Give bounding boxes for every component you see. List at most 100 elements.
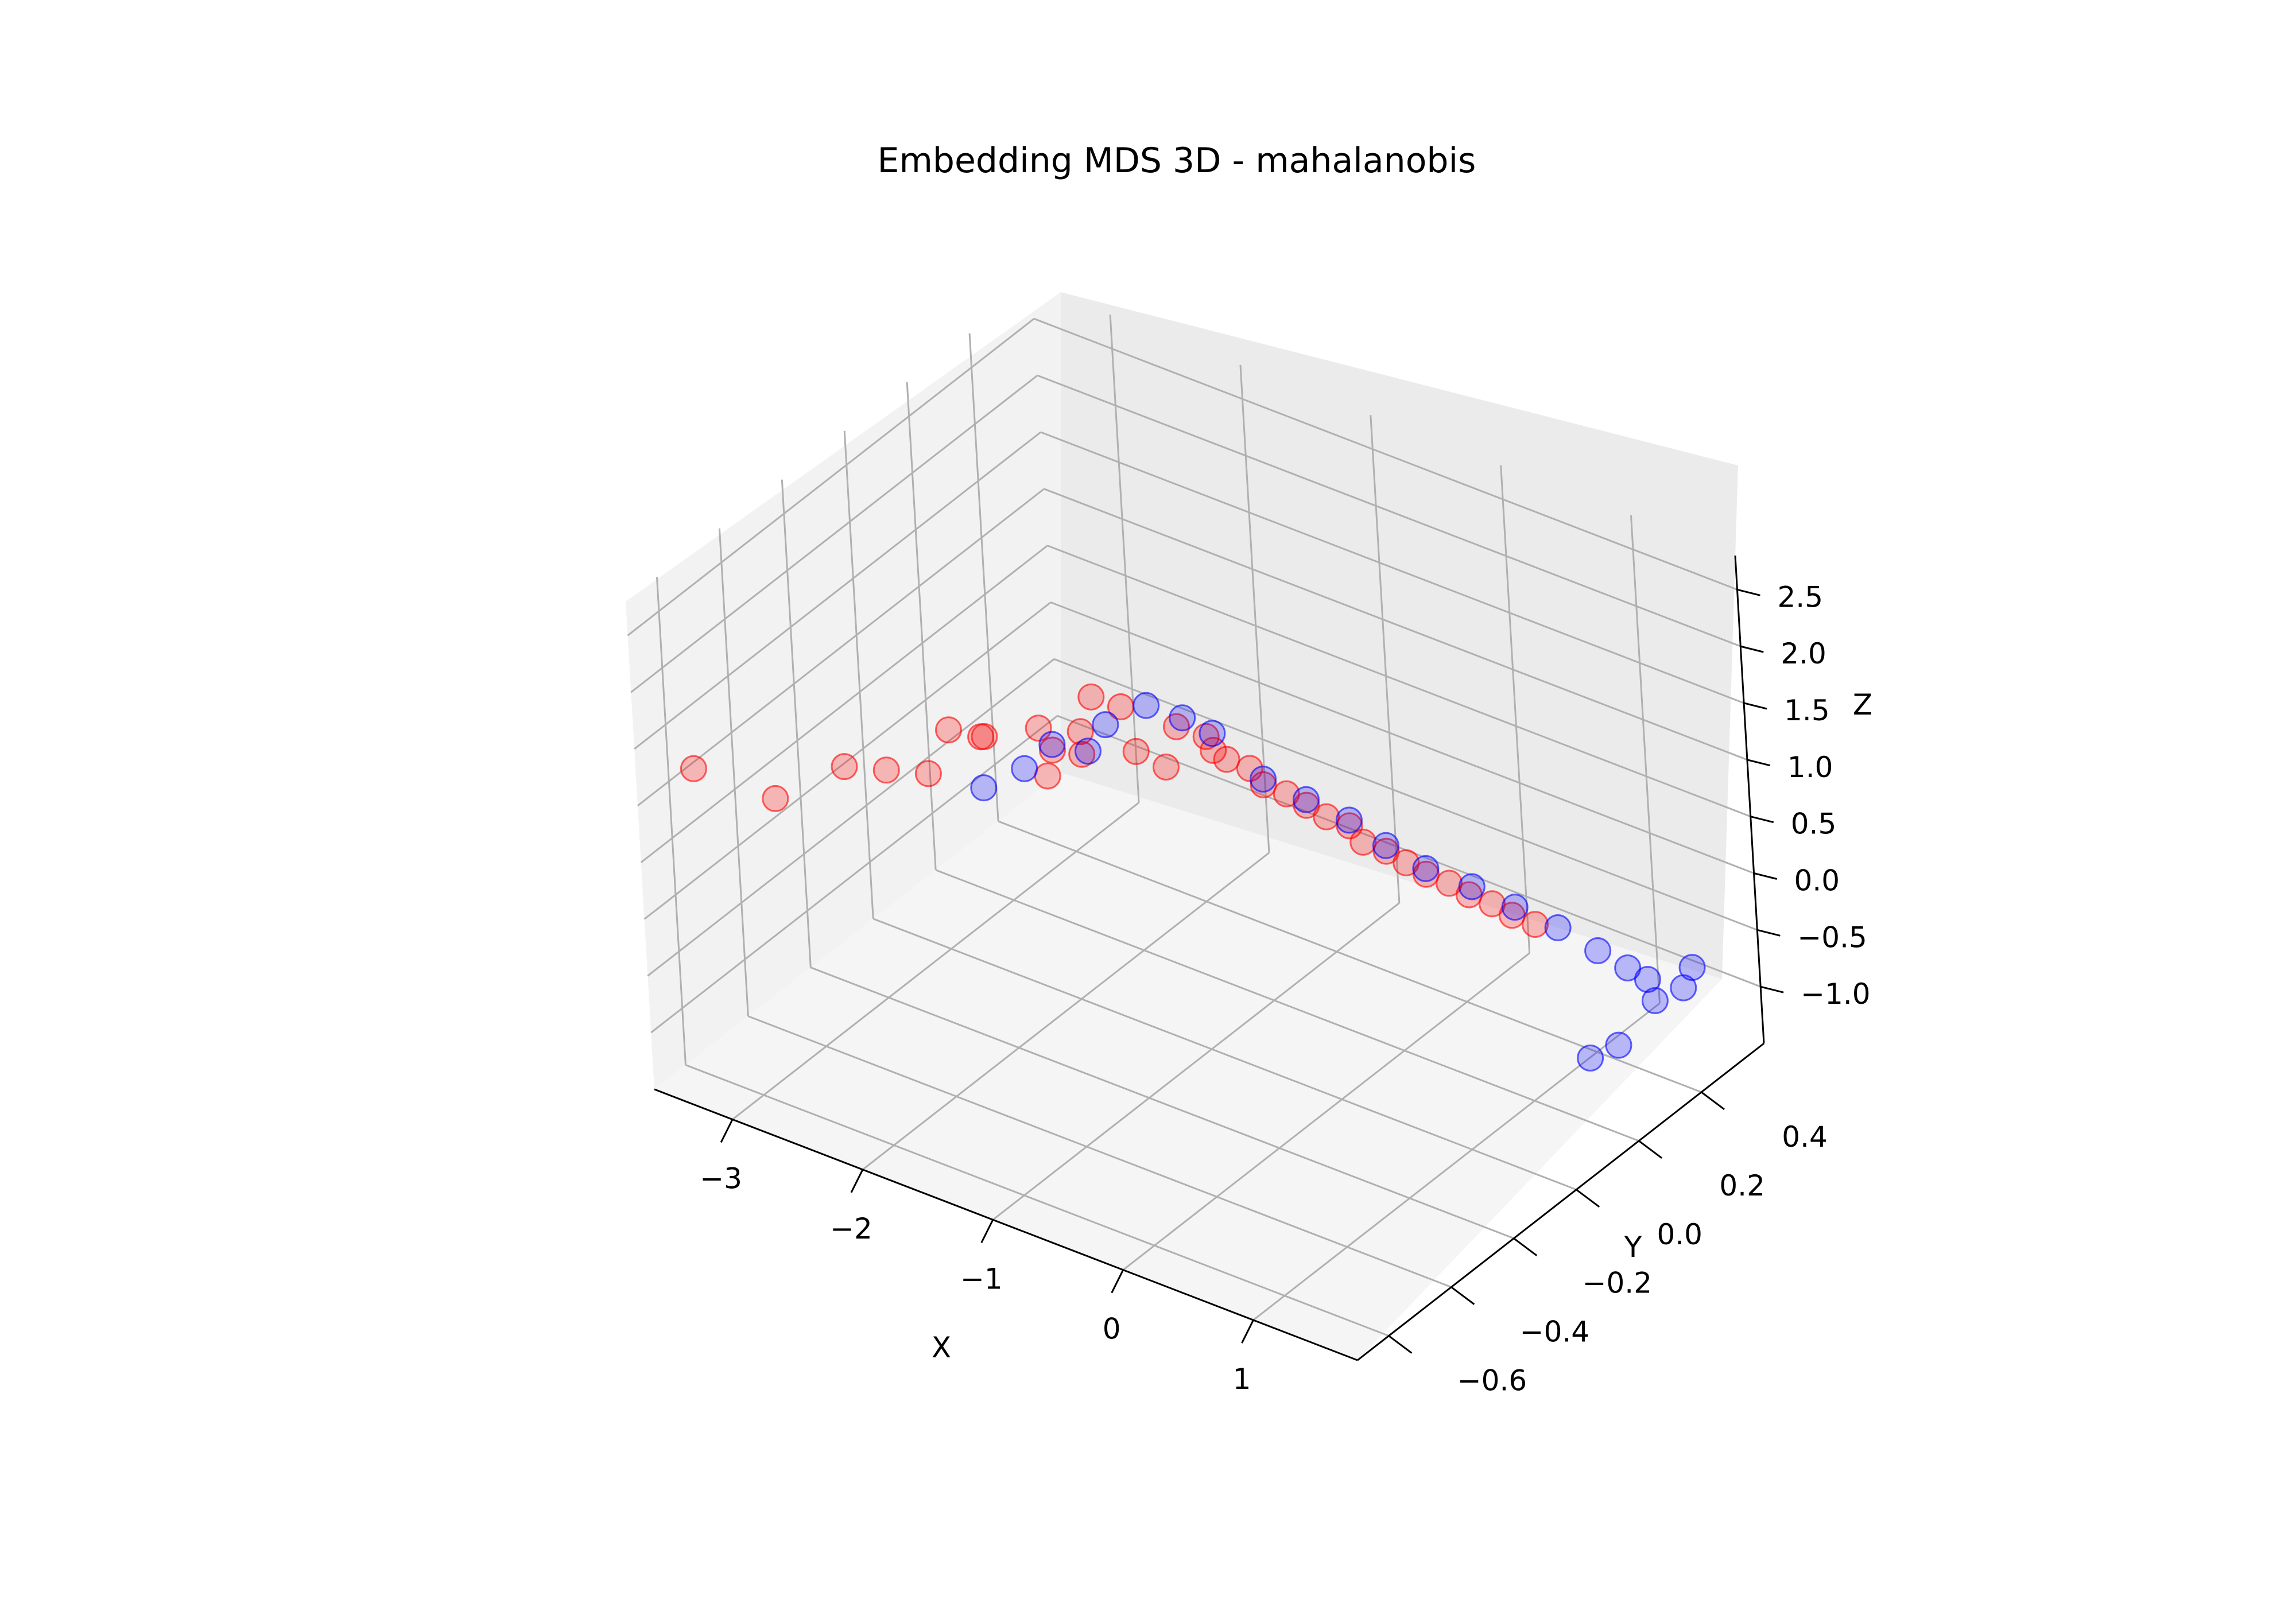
data-point: [680, 755, 707, 782]
z-tick-mark: [1737, 588, 1760, 596]
z-gridline-back: [1053, 658, 1758, 931]
x-tick-label: 1: [1233, 1363, 1251, 1396]
z-tick-mark: [1743, 702, 1767, 710]
y-tick-mark: [1701, 1091, 1725, 1111]
y-tick-mark: [1513, 1237, 1538, 1256]
x-tick-label: 0: [1103, 1313, 1121, 1346]
data-point: [1479, 890, 1506, 918]
tick-labels: −3−2−101 −0.6−0.4−0.20.00.20.4−1.0−0.50.0…: [700, 580, 1870, 1397]
data-point: [831, 753, 858, 781]
x-gridline-wall: [1630, 515, 1661, 1004]
x-tick-label: −1: [960, 1262, 1003, 1295]
z-axis-line: [1734, 555, 1765, 1044]
data-point: [1038, 731, 1066, 758]
z-tick-label: 1.5: [1784, 694, 1830, 727]
y-gridline-wall: [906, 382, 937, 870]
x-gridline-wall: [1370, 415, 1401, 903]
x-gridline-floor: [1252, 1002, 1661, 1321]
data-point: [1074, 737, 1102, 765]
data-points: [680, 683, 1706, 1072]
x-gridline-floor: [1122, 952, 1530, 1271]
z-gridline-back: [1033, 317, 1738, 591]
data-point: [1577, 1045, 1604, 1072]
y-tick-label: 0.4: [1782, 1120, 1828, 1154]
data-point: [1372, 832, 1399, 859]
z-axis-label: Z: [1853, 688, 1872, 721]
z-tick-label: −0.5: [1797, 921, 1867, 954]
left-wall-pane: [626, 292, 1061, 1089]
data-point: [970, 774, 998, 802]
data-point: [1169, 704, 1196, 732]
z-tick-label: 2.0: [1781, 637, 1826, 670]
data-point: [1349, 828, 1377, 856]
z-gridline-left: [630, 374, 1038, 693]
data-point: [1077, 683, 1105, 711]
data-point: [1152, 753, 1180, 781]
data-point: [1436, 870, 1463, 897]
data-point: [872, 756, 900, 784]
x-axis-line: [654, 1088, 1358, 1361]
x-tick-label: −3: [700, 1162, 742, 1195]
data-point: [1634, 966, 1661, 993]
z-gridline-left: [640, 545, 1048, 863]
z-tick-label: −1.0: [1801, 977, 1870, 1011]
data-point: [1011, 755, 1038, 782]
y-gridline-floor: [935, 869, 1639, 1142]
data-point: [1133, 692, 1160, 719]
z-gridline-left: [634, 431, 1042, 750]
data-point: [1335, 806, 1363, 834]
data-point: [967, 723, 995, 751]
y-gridline-floor: [872, 918, 1577, 1191]
y-tick-mark: [1576, 1189, 1600, 1208]
z-tick-label: 1.0: [1787, 751, 1833, 784]
x-tick-mark: [980, 1219, 994, 1243]
z-gridline-back: [1044, 488, 1748, 761]
chart-title: Embedding MDS 3D - mahalanobis: [878, 141, 1476, 181]
data-point: [914, 760, 942, 787]
y-axis-label: Y: [1624, 1231, 1642, 1264]
x-tick-mark: [1241, 1319, 1254, 1344]
data-point: [1122, 737, 1150, 765]
grid-lines: [627, 315, 1761, 1337]
x-tick-mark: [1111, 1269, 1124, 1294]
y-tick-label: −0.4: [1520, 1315, 1589, 1349]
z-gridline-back: [1040, 431, 1744, 704]
data-point: [1522, 911, 1549, 938]
z-gridline-back: [1037, 374, 1741, 647]
z-gridline-left: [627, 318, 1035, 636]
y-gridline-wall: [843, 430, 874, 919]
y-gridline-floor: [810, 966, 1514, 1240]
y-gridline-wall: [781, 479, 812, 968]
data-point: [1213, 746, 1240, 773]
z-tick-label: 2.5: [1777, 580, 1823, 614]
y-axis-line: [1357, 1042, 1764, 1361]
x-axis-label: X: [932, 1331, 951, 1364]
data-point: [1313, 803, 1340, 830]
data-point: [1034, 762, 1061, 790]
y-gridline-wall: [718, 528, 749, 1016]
x-gridline-floor: [862, 852, 1270, 1171]
data-point: [1092, 711, 1119, 739]
data-point: [934, 716, 962, 744]
y-tick-mark: [1638, 1140, 1663, 1159]
data-point: [1614, 954, 1642, 982]
z-gridline-back: [1050, 601, 1755, 874]
data-point: [1458, 873, 1486, 900]
z-tick-mark: [1740, 645, 1764, 653]
floor-pane: [654, 773, 1722, 1360]
x-tick-mark: [850, 1169, 864, 1193]
y-tick-label: −0.6: [1457, 1364, 1527, 1398]
z-tick-mark: [1760, 985, 1784, 993]
z-gridline-left: [650, 715, 1058, 1034]
z-tick-mark: [1750, 816, 1774, 824]
data-point: [1412, 855, 1440, 882]
data-point: [1199, 720, 1226, 747]
data-point: [1250, 765, 1277, 793]
y-tick-label: 0.0: [1657, 1218, 1702, 1251]
data-point: [1544, 914, 1572, 941]
z-tick-mark: [1747, 759, 1771, 767]
back-wall-pane: [1061, 292, 1738, 979]
z-tick-label: 0.0: [1794, 864, 1840, 897]
x-gridline-floor: [992, 902, 1400, 1221]
